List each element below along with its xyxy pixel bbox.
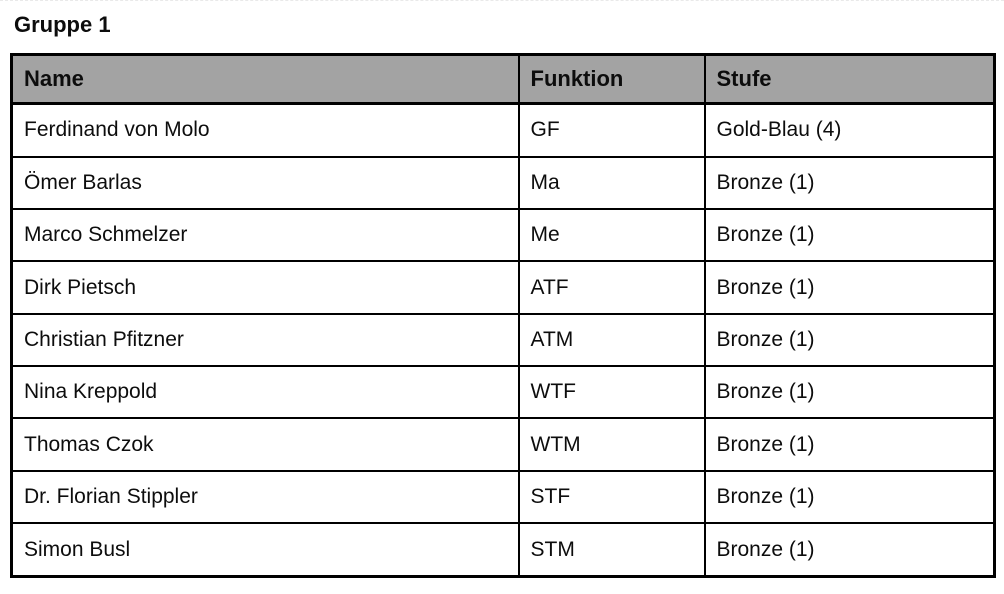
- table-row: Nina Kreppold WTF Bronze (1): [10, 365, 996, 420]
- header-row: Name Funktion Stufe: [10, 53, 996, 105]
- cell-stufe: Bronze (1): [703, 522, 996, 578]
- cell-stufe: Gold-Blau (4): [703, 102, 996, 158]
- cell-stufe: Bronze (1): [703, 155, 996, 211]
- table-row: Simon Busl STM Bronze (1): [10, 522, 996, 578]
- cell-name: Ömer Barlas: [10, 155, 520, 211]
- cell-name: Christian Pfitzner: [10, 312, 520, 368]
- group-table: Name Funktion Stufe Ferdinand von Molo GF…: [10, 53, 996, 578]
- table-row: Thomas Czok WTM Bronze (1): [10, 417, 996, 472]
- table-row: Marco Schmelzer Me Bronze (1): [10, 208, 996, 263]
- table-row: Ömer Barlas Ma Bronze (1): [10, 155, 996, 211]
- table-header-row: Name Funktion Stufe: [10, 53, 996, 105]
- cell-name: Marco Schmelzer: [10, 208, 520, 263]
- cell-name: Ferdinand von Molo: [10, 102, 520, 158]
- cell-stufe: Bronze (1): [703, 365, 996, 420]
- cell-funktion: ATF: [517, 260, 706, 315]
- header-name: Name: [10, 53, 520, 105]
- table-body: Ferdinand von Molo GF Gold-Blau (4) Ömer Ba…: [10, 102, 996, 578]
- cell-name: Thomas Czok: [10, 417, 520, 472]
- table-row: Dr. Florian Stippler STF Bronze (1): [10, 469, 996, 525]
- cell-name: Dirk Pietsch: [10, 260, 520, 315]
- cell-stufe: Bronze (1): [703, 417, 996, 472]
- cell-stufe: Bronze (1): [703, 312, 996, 368]
- cell-funktion: WTF: [517, 365, 706, 420]
- cell-funktion: STF: [517, 469, 706, 525]
- cell-funktion: ATM: [517, 312, 706, 368]
- cell-funktion: STM: [517, 522, 706, 578]
- cell-name: Dr. Florian Stippler: [10, 469, 520, 525]
- group-title: Gruppe 1: [14, 12, 111, 37]
- table-row: Dirk Pietsch ATF Bronze (1): [10, 260, 996, 315]
- cell-stufe: Bronze (1): [703, 208, 996, 263]
- cell-funktion: GF: [517, 102, 706, 158]
- cell-stufe: Bronze (1): [703, 469, 996, 525]
- cell-funktion: WTM: [517, 417, 706, 472]
- header-stufe: Stufe: [703, 53, 996, 105]
- cell-funktion: Me: [517, 208, 706, 263]
- cell-stufe: Bronze (1): [703, 260, 996, 315]
- cell-funktion: Ma: [517, 155, 706, 211]
- cell-name: Nina Kreppold: [10, 365, 520, 420]
- table-row: Christian Pfitzner ATM Bronze (1): [10, 312, 996, 368]
- header-funktion: Funktion: [517, 53, 706, 105]
- cell-name: Simon Busl: [10, 522, 520, 578]
- table-row: Ferdinand von Molo GF Gold-Blau (4): [10, 102, 996, 158]
